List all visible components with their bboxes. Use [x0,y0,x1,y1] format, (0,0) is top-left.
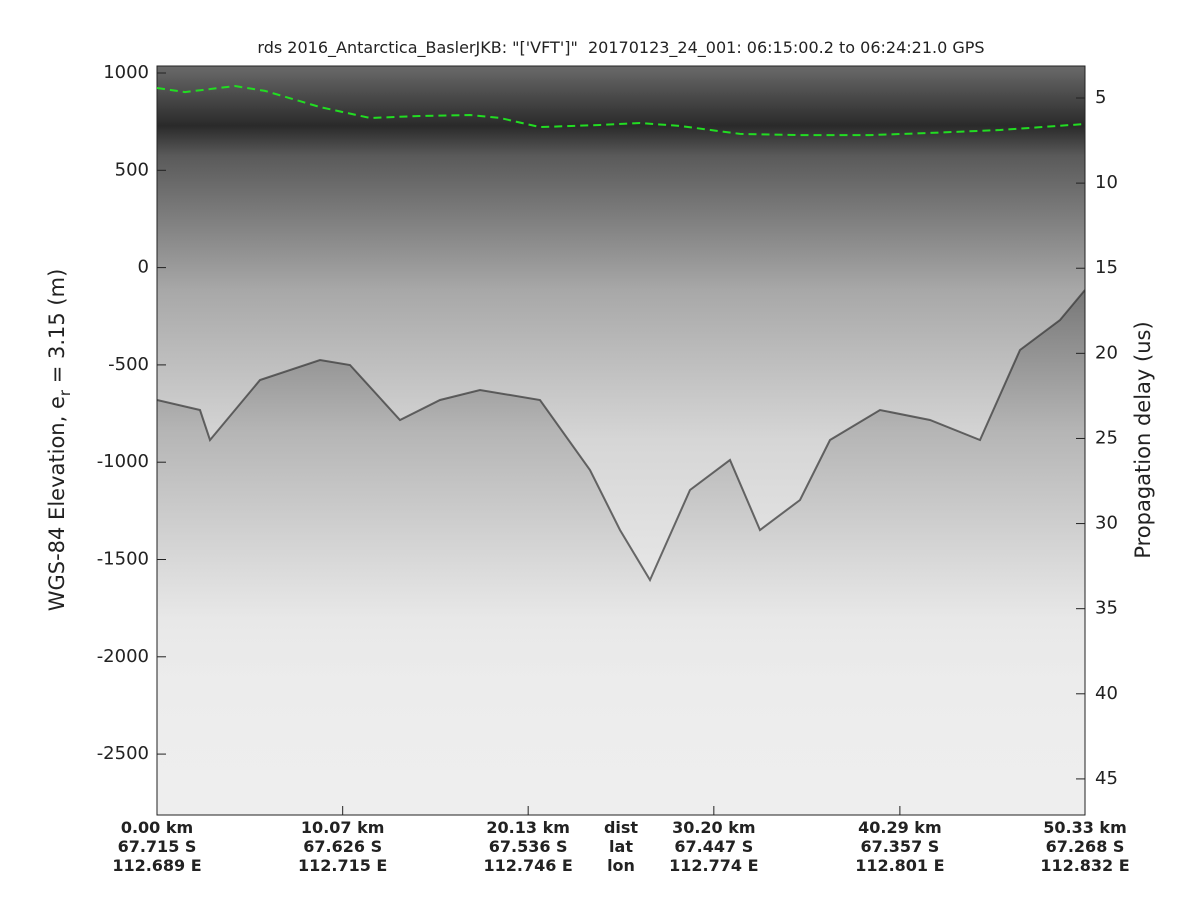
x-tick-lon: 112.746 E [483,856,572,875]
x-tick-lat: 67.447 S [674,837,753,856]
x-tick-lat: 67.357 S [860,837,939,856]
y-tick-label: 500 [115,159,149,180]
x-tick-label: 30.20 km [672,818,756,837]
x-tick-lat: 67.536 S [489,837,568,856]
y2-tick-label: 30 [1095,513,1118,534]
x-row-name: lon [607,856,635,875]
x-tick-lon: 112.801 E [855,856,944,875]
axes-box [156,65,1086,816]
y2-tick-label: 45 [1095,768,1118,789]
y-axis-label: WGS-84 Elevation, er = 3.15 (m) [45,269,74,612]
x-tick-lat: 67.626 S [303,837,382,856]
y2-tick-label: 10 [1095,172,1118,193]
y-tick-label: -2000 [97,646,149,667]
surface-line [156,85,1086,137]
y-tick-label: 0 [138,257,149,278]
y2-tick-label: 25 [1095,427,1118,448]
x-tick-lat: 67.715 S [118,837,197,856]
echogram [157,66,1085,815]
x-row-name: lat [609,837,633,856]
y-label-sub: r [56,389,74,396]
x-tick-lon: 112.832 E [1040,856,1129,875]
x-tick-lon: 112.774 E [669,856,758,875]
y2-tick-label: 40 [1095,683,1118,704]
y-label-rest: = 3.15 (m) [45,269,69,390]
y2-tick-label: 20 [1095,342,1118,363]
y2-axis-label: Propagation delay (us) [1131,321,1155,558]
x-tick-label: 50.33 km [1043,818,1127,837]
y-tick-label: -2500 [97,743,149,764]
chart-title: rds 2016_Antarctica_BaslerJKB: "['VFT']"… [257,38,984,58]
y-tick-label: 1000 [103,62,149,83]
y2-tick-label: 5 [1095,87,1106,108]
x-tick-lon: 112.689 E [112,856,201,875]
y2-tick-label: 35 [1095,598,1118,619]
x-tick-lat: 67.268 S [1046,837,1125,856]
x-tick-label: 0.00 km [121,818,193,837]
y-tick-label: -1500 [97,548,149,569]
x-tick-lon: 112.715 E [298,856,387,875]
x-tick-label: 40.29 km [858,818,942,837]
y2-tick-label: 15 [1095,257,1118,278]
y-tick-label: -500 [108,354,149,375]
y-tick-label: -1000 [97,451,149,472]
x-row-name: dist [604,818,638,837]
x-tick-label: 10.07 km [301,818,385,837]
x-tick-label: 20.13 km [486,818,570,837]
y-label-main: WGS-84 Elevation, e [45,396,69,611]
